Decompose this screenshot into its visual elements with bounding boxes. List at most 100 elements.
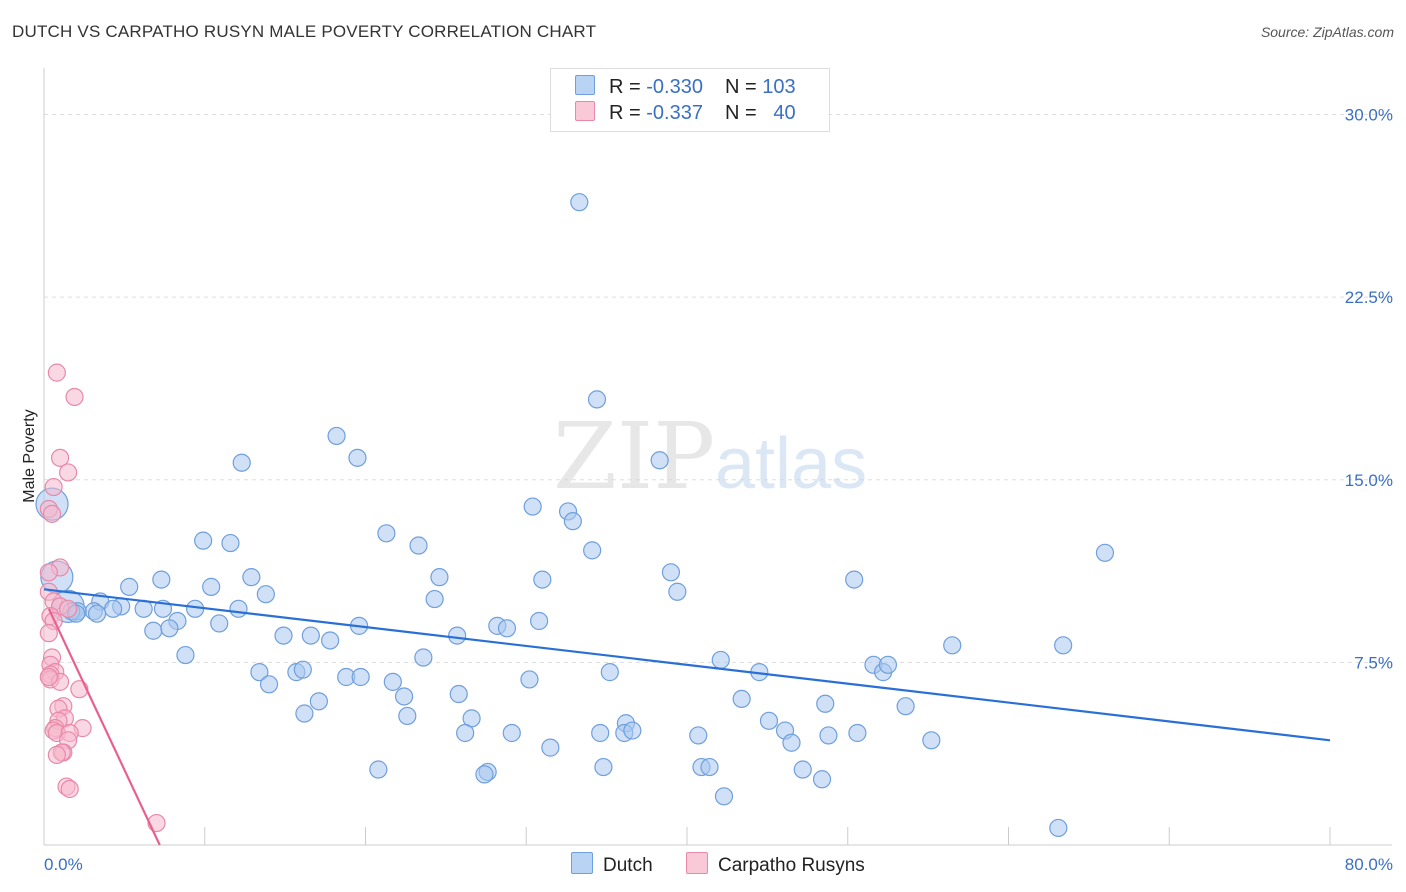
dutch-point xyxy=(819,726,838,745)
y-axis-title: Male Poverty xyxy=(21,409,38,502)
carpatho-rusyns-swatch xyxy=(575,101,595,121)
carpatho-rusyns-point xyxy=(70,680,89,699)
dutch-point xyxy=(144,621,163,640)
dutch-point xyxy=(152,570,171,589)
axes xyxy=(43,68,1392,846)
dutch-point xyxy=(414,648,433,667)
carpatho-rusyns-point xyxy=(65,387,84,407)
dutch-point xyxy=(87,604,107,623)
dutch-point xyxy=(594,757,613,777)
dutch-swatch xyxy=(575,75,595,95)
dutch-point xyxy=(134,599,153,618)
dutch-point xyxy=(623,721,642,740)
dutch-point xyxy=(533,570,552,589)
watermark: ZIP atlas xyxy=(553,403,867,510)
dutch-point xyxy=(242,568,261,587)
dutch-point xyxy=(793,760,812,779)
dutch-point xyxy=(321,631,340,650)
dutch-point xyxy=(700,757,719,777)
dutch-point xyxy=(293,660,312,679)
dutch-point xyxy=(668,582,687,601)
dutch-point xyxy=(430,568,449,587)
dutch-point xyxy=(922,731,941,750)
dutch-point xyxy=(530,611,549,631)
data-points xyxy=(35,193,1115,838)
dutch-point xyxy=(943,636,962,655)
watermark-zip: ZIP xyxy=(553,403,715,510)
dutch-point xyxy=(256,585,275,604)
dutch-point xyxy=(711,650,730,670)
legend-row-dutch: R = -0.330 N = 103 xyxy=(575,75,796,101)
carpatho-rusyns-point xyxy=(39,563,58,582)
dutch-point xyxy=(295,704,314,723)
dutch-point xyxy=(348,448,367,467)
y-tick-label: 15.0% xyxy=(1345,471,1393,490)
dutch-point xyxy=(398,706,417,726)
dutch-point xyxy=(759,711,779,730)
x-tick-label: 0.0% xyxy=(44,855,83,874)
dutch-point xyxy=(409,536,428,555)
dutch-point xyxy=(714,787,734,806)
dutch-point xyxy=(600,663,619,682)
carpatho-rusyns-point xyxy=(47,745,66,765)
carpatho-rusyns-point xyxy=(59,599,78,618)
dutch-trend-line xyxy=(43,588,1331,742)
dutch-point xyxy=(591,723,610,743)
dutch-point xyxy=(351,667,370,687)
dutch-point xyxy=(570,193,589,212)
legend-row-carpatho-rusyns: R = -0.337 N = 40 xyxy=(575,101,796,127)
dutch-point xyxy=(1095,543,1115,562)
dutch-point xyxy=(210,614,229,633)
dutch-point xyxy=(523,497,542,516)
dutch-point xyxy=(383,672,402,691)
y-tick-label: 7.5% xyxy=(1354,653,1393,672)
dutch-point xyxy=(896,697,915,716)
dutch-point xyxy=(650,451,669,470)
dutch-point xyxy=(563,512,582,531)
dutch-point xyxy=(878,655,898,674)
dutch-point xyxy=(587,390,607,409)
dutch-point xyxy=(425,589,444,609)
dutch-point xyxy=(232,453,251,472)
dutch-point xyxy=(250,663,269,682)
carpatho-rusyns-point xyxy=(39,667,58,687)
dutch-legend-swatch xyxy=(571,852,593,874)
carpatho-rusyns-point xyxy=(60,779,79,799)
dutch-point xyxy=(301,626,320,645)
dutch-point xyxy=(502,723,521,743)
carpatho-rusyns-legend-swatch xyxy=(686,852,708,874)
carpatho-rusyns-point xyxy=(42,504,62,523)
dutch-point xyxy=(221,533,240,553)
dutch-point xyxy=(541,738,560,757)
legend-item-dutch: Dutch xyxy=(571,852,653,877)
dutch-point xyxy=(816,694,835,713)
dutch-point xyxy=(456,723,475,743)
carpatho-rusyns-point xyxy=(47,363,66,382)
dutch-point xyxy=(160,619,179,638)
dutch-point xyxy=(661,563,681,582)
dutch-point xyxy=(202,577,221,596)
carpatho-rusyns-point xyxy=(59,463,78,482)
dutch-point xyxy=(1054,636,1073,655)
dutch-point xyxy=(520,670,539,689)
carpatho-rusyns-point xyxy=(39,624,58,643)
carpatho-rusyns-point xyxy=(50,448,70,467)
chart-title: DUTCH VS CARPATHO RUSYN MALE POVERTY COR… xyxy=(12,22,597,41)
source-label: Source: ZipAtlas.com xyxy=(1260,24,1394,40)
dutch-point xyxy=(104,599,123,618)
dutch-point xyxy=(377,524,396,543)
dutch-point xyxy=(449,684,468,704)
carpatho-rusyns-trend-line xyxy=(47,608,161,846)
legend: R = -0.330 N = 103 R = -0.337 N = 40 xyxy=(550,68,830,132)
axis-labels: 7.5% 15.0% 22.5% 30.0% 0.0% 80.0% xyxy=(44,106,1393,874)
y-tick-label: 30.0% xyxy=(1345,106,1393,125)
dutch-point xyxy=(327,426,346,446)
dutch-point xyxy=(732,689,751,709)
dutch-point xyxy=(120,577,139,596)
y-tick-label: 22.5% xyxy=(1345,288,1393,307)
dutch-point xyxy=(448,626,467,645)
dutch-point xyxy=(782,733,801,752)
dutch-point xyxy=(845,570,864,589)
carpatho-rusyns-point xyxy=(44,477,63,497)
